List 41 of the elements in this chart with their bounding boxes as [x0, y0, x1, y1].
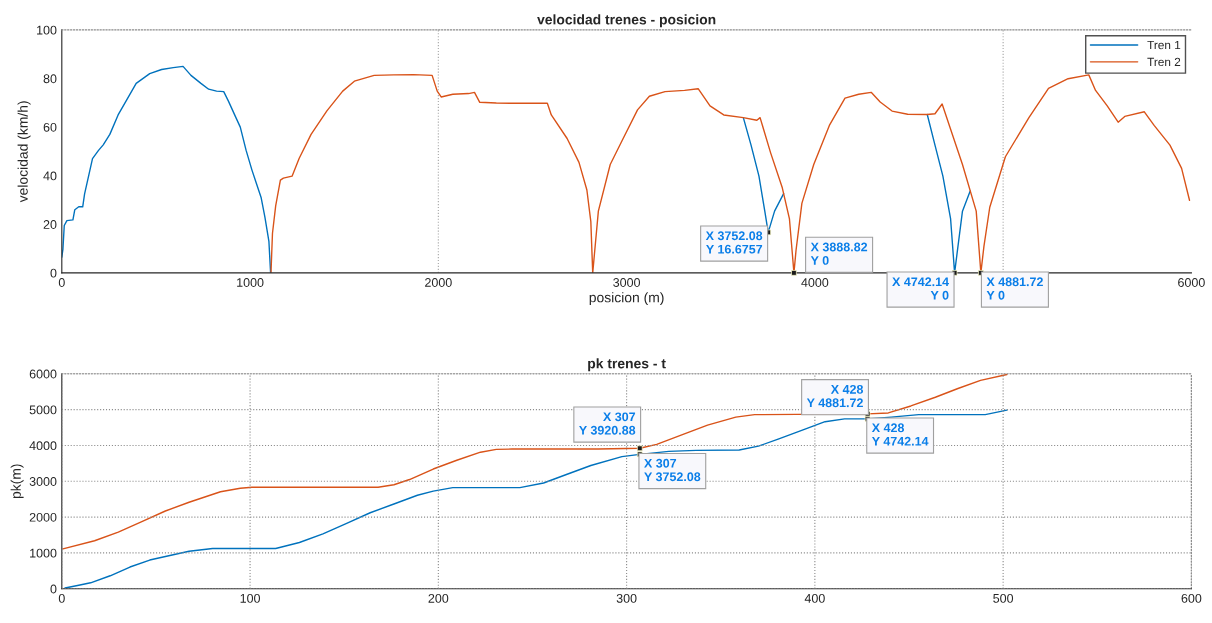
x-tick-label: 1000 [237, 278, 264, 287]
x-tick-label: 500 [993, 593, 1014, 603]
y-tick-label: 0 [50, 268, 57, 278]
x-tick-label: 4000 [801, 278, 829, 287]
y-tick-label: 3000 [29, 477, 57, 486]
y-tick-label: 0 [50, 584, 57, 594]
legend-label: Tren 1 [1147, 40, 1181, 50]
x-tick-label: 600 [1181, 593, 1202, 603]
y-tick-label: 1000 [30, 548, 57, 558]
annotation: X 3752.08 Y 16.6757 [705, 231, 763, 254]
x-tick-label: 300 [616, 593, 637, 603]
y-tick-label: 2000 [29, 512, 57, 522]
x-tick-label: 100 [240, 593, 261, 603]
annotation: X 4742.14 Y 0 [892, 277, 949, 300]
x-axis-title: posicion (m) [589, 292, 664, 306]
y-tick-label: 40 [43, 171, 57, 181]
y-axis-title: velocidad (km/h) [17, 101, 31, 203]
annotation: X 307 Y 3752.08 [644, 458, 701, 482]
legend-label: Tren 2 [1147, 57, 1181, 67]
y-tick-label: 20 [43, 220, 57, 229]
x-tick-label: 400 [804, 593, 825, 603]
y-tick-label: 80 [43, 74, 57, 84]
y-tick-label: 60 [43, 122, 57, 132]
chart-title: pk trenes - t [588, 358, 666, 372]
annotation: X 428 Y 4742.14 [871, 423, 929, 446]
x-tick-label: 0 [58, 593, 65, 603]
y-tick-label: 100 [37, 25, 57, 35]
chart-title: velocidad trenes - posicion [537, 14, 716, 28]
y-tick-label: 4000 [29, 441, 57, 451]
x-tick-label: 200 [428, 593, 449, 603]
x-tick-label: 6000 [1178, 278, 1205, 287]
annotation: X 428 Y 4881.72 [806, 384, 864, 408]
annotation: X 3888.82 Y 0 [810, 242, 868, 265]
x-tick-label: 3000 [613, 278, 641, 287]
y-axis-title: pk(m) [10, 464, 24, 499]
annotation: X 307 Y 3920.88 [579, 412, 636, 435]
x-tick-label: 0 [58, 278, 65, 287]
y-tick-label: 5000 [29, 405, 57, 415]
x-tick-label: 2000 [425, 278, 452, 287]
annotation: X 4881.72 Y 0 [986, 277, 1043, 300]
y-tick-label: 6000 [29, 369, 57, 379]
